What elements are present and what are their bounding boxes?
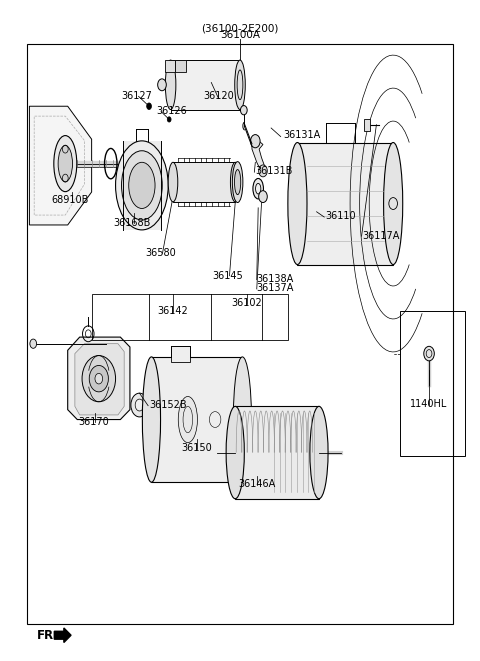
Text: 68910B: 68910B [51, 195, 89, 205]
Text: 36117A: 36117A [362, 231, 399, 241]
FancyArrow shape [54, 628, 71, 642]
Text: 36170: 36170 [79, 416, 109, 426]
Polygon shape [252, 139, 265, 173]
Text: 36152B: 36152B [149, 400, 187, 410]
Text: 36150: 36150 [181, 443, 212, 453]
Circle shape [240, 106, 247, 115]
Polygon shape [75, 344, 124, 415]
Ellipse shape [253, 178, 264, 199]
Ellipse shape [288, 143, 307, 264]
Text: (36100-2E200): (36100-2E200) [201, 23, 279, 34]
Text: 36120: 36120 [203, 91, 234, 101]
Ellipse shape [116, 141, 168, 230]
Ellipse shape [233, 357, 252, 483]
Text: 36138A: 36138A [257, 274, 294, 284]
Text: FR.: FR. [36, 629, 59, 642]
Bar [123, 141, 161, 230]
Bar [152, 357, 242, 483]
Ellipse shape [255, 183, 261, 194]
Ellipse shape [143, 357, 160, 483]
Text: 36146A: 36146A [238, 479, 276, 489]
Circle shape [259, 190, 267, 202]
Ellipse shape [129, 163, 155, 208]
Text: 36127: 36127 [121, 91, 153, 101]
Bar [175, 60, 186, 72]
Ellipse shape [310, 407, 328, 498]
Ellipse shape [121, 151, 162, 220]
Circle shape [95, 373, 103, 384]
Circle shape [82, 356, 116, 402]
Bar [170, 346, 190, 362]
Bar [165, 60, 175, 72]
Ellipse shape [178, 397, 197, 443]
Ellipse shape [168, 163, 178, 202]
Text: 36100A: 36100A [220, 30, 260, 40]
Text: 1140HL: 1140HL [410, 399, 448, 409]
Text: 36168B: 36168B [114, 218, 151, 228]
Circle shape [89, 366, 108, 392]
Bar [298, 143, 393, 264]
Text: 36137A: 36137A [257, 284, 294, 293]
Ellipse shape [235, 170, 240, 194]
Circle shape [131, 393, 148, 417]
Text: 36126: 36126 [156, 106, 187, 116]
Circle shape [147, 103, 152, 110]
Ellipse shape [232, 162, 243, 202]
Circle shape [251, 135, 260, 148]
Text: 36110: 36110 [325, 212, 356, 221]
Ellipse shape [230, 163, 240, 202]
Circle shape [135, 399, 144, 411]
Polygon shape [68, 337, 130, 420]
Bar [235, 407, 319, 498]
Ellipse shape [424, 346, 434, 361]
Text: 36145: 36145 [213, 271, 243, 281]
Text: 36142: 36142 [157, 306, 188, 317]
Circle shape [30, 339, 36, 348]
Circle shape [157, 79, 166, 91]
Ellipse shape [384, 143, 403, 264]
Text: 36580: 36580 [145, 248, 177, 258]
Bar [173, 163, 235, 202]
Bar [400, 311, 465, 456]
Ellipse shape [226, 407, 244, 498]
Circle shape [167, 117, 171, 122]
Ellipse shape [58, 145, 72, 182]
Text: 36131A: 36131A [283, 130, 320, 139]
Bar [27, 44, 453, 624]
Bar [170, 60, 240, 110]
Polygon shape [29, 106, 92, 225]
Circle shape [259, 165, 267, 176]
Bar [92, 294, 288, 340]
Ellipse shape [235, 60, 245, 110]
Bar [364, 119, 370, 131]
Text: 36102: 36102 [232, 298, 263, 308]
Ellipse shape [165, 60, 176, 110]
Text: 36131B: 36131B [256, 166, 293, 176]
Ellipse shape [54, 136, 77, 192]
